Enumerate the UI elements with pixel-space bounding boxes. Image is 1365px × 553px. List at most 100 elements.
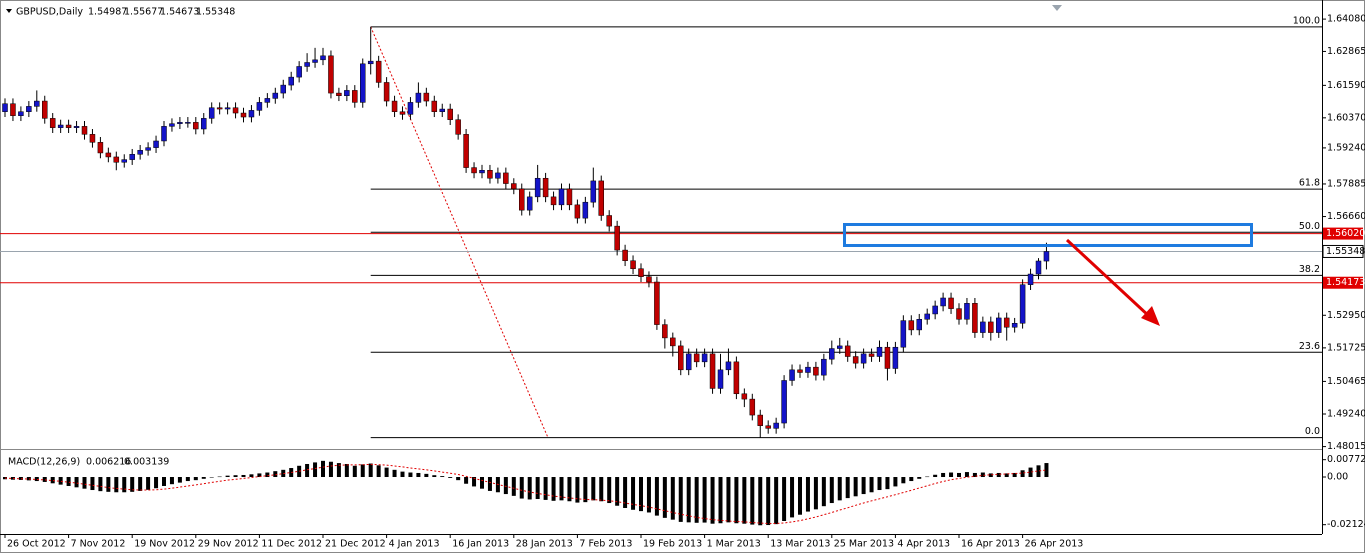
- candle-body: [479, 170, 485, 174]
- candle-body: [328, 55, 334, 94]
- macd-bar: [328, 461, 333, 478]
- candle-body: [797, 369, 803, 373]
- candle-body: [868, 353, 875, 357]
- fib-level-label: 61.8: [1299, 178, 1320, 189]
- candle-body: [654, 281, 660, 325]
- candle-body: [582, 201, 589, 219]
- macd-bar: [487, 477, 492, 491]
- candle-body: [670, 337, 676, 347]
- macd-bar: [273, 471, 278, 478]
- macd-bar: [344, 463, 349, 478]
- macd-bar: [1028, 467, 1033, 478]
- candle-body: [837, 345, 843, 349]
- candle-body: [169, 123, 175, 127]
- macd-bar: [591, 477, 596, 501]
- candle-body: [367, 60, 374, 65]
- macd-bar: [861, 477, 866, 495]
- macd-bar: [1020, 470, 1025, 478]
- y-tick-label: 1.59240: [1327, 142, 1365, 153]
- candle-body: [519, 188, 525, 211]
- price-label: 1.54173: [1326, 277, 1365, 288]
- candle-body: [876, 346, 883, 357]
- candle-body: [431, 100, 438, 112]
- candle-body: [685, 353, 692, 371]
- candle-body: [272, 92, 279, 99]
- macd-bar: [368, 463, 373, 478]
- macd-y-tick-label: -0.02124: [1327, 519, 1365, 530]
- candle-body: [988, 321, 994, 333]
- macd-bar: [185, 477, 190, 482]
- macd-bar: [925, 476, 930, 478]
- candle-body: [129, 154, 135, 160]
- macd-bar: [662, 477, 667, 518]
- candle-body: [65, 124, 72, 128]
- candle-body: [980, 321, 986, 333]
- x-tick-label: 4 Jan 2013: [389, 539, 440, 550]
- candle-body: [256, 102, 263, 111]
- macd-bar: [639, 477, 643, 512]
- candle-body: [749, 398, 756, 416]
- candle-body: [813, 366, 819, 376]
- candle-body: [558, 188, 565, 206]
- candle-body: [789, 369, 795, 381]
- candle-body: [1043, 251, 1050, 262]
- candle-body: [193, 122, 199, 130]
- candle-body: [447, 108, 453, 120]
- candle-body: [534, 177, 541, 198]
- x-tick-label: 16 Jan 2013: [452, 539, 509, 550]
- macd-bar: [392, 469, 397, 478]
- y-tick-label: 1.61590: [1327, 80, 1365, 91]
- macd-bar: [154, 477, 159, 489]
- macd-bar: [257, 473, 262, 478]
- macd-bar: [249, 474, 254, 478]
- macd-bar: [313, 462, 318, 478]
- candle-body: [34, 100, 40, 107]
- macd-bar: [837, 477, 842, 501]
- macd-bar: [66, 477, 71, 486]
- candle-body: [73, 126, 80, 128]
- candle-body: [630, 260, 636, 269]
- candle-body: [391, 100, 398, 112]
- macd-bar: [281, 469, 286, 478]
- candle-body: [153, 140, 159, 148]
- forecast-arrow: [1065, 238, 1152, 319]
- candle-body: [908, 320, 915, 331]
- x-tick-label: 28 Jan 2013: [516, 539, 573, 550]
- macd-bar: [1044, 463, 1049, 478]
- macd-bar: [400, 471, 405, 478]
- y-tick-label: 1.56660: [1327, 211, 1365, 222]
- macd-bar: [805, 477, 810, 512]
- candle-body: [224, 107, 231, 110]
- fib-level-label: 100.0: [1293, 15, 1320, 26]
- macd-bar: [631, 477, 636, 510]
- macd-bar: [34, 477, 39, 482]
- candle-body: [1011, 323, 1018, 328]
- macd-bar: [543, 477, 548, 500]
- x-tick-label: 21 Dec 2012: [325, 539, 386, 550]
- macd-bar: [106, 477, 111, 492]
- candle-body: [304, 62, 310, 67]
- macd-bar: [416, 472, 421, 478]
- fib-trendline: [370, 26, 549, 438]
- macd-bar: [885, 477, 890, 490]
- macd-bar: [58, 477, 63, 485]
- candle-body: [996, 317, 1002, 333]
- candle-body: [383, 82, 390, 102]
- candle-body: [526, 196, 533, 211]
- price-label-box: [1323, 227, 1363, 240]
- candle-body: [757, 414, 763, 426]
- candle-body: [240, 112, 247, 118]
- candle-body: [956, 308, 962, 320]
- macd-bar: [933, 474, 938, 478]
- candle-body: [1027, 273, 1034, 285]
- candle-body: [320, 55, 326, 61]
- candle-body: [781, 380, 787, 424]
- macd-bar: [321, 460, 325, 478]
- x-tick-label: 16 Apr 2013: [961, 539, 1020, 550]
- macd-bar: [790, 477, 795, 518]
- macd-bar: [241, 474, 246, 478]
- candle-body: [57, 124, 64, 128]
- fib-level-label: 23.6: [1299, 341, 1320, 352]
- macd-bar: [162, 477, 166, 486]
- x-tick-label: 13 Mar 2013: [770, 539, 830, 550]
